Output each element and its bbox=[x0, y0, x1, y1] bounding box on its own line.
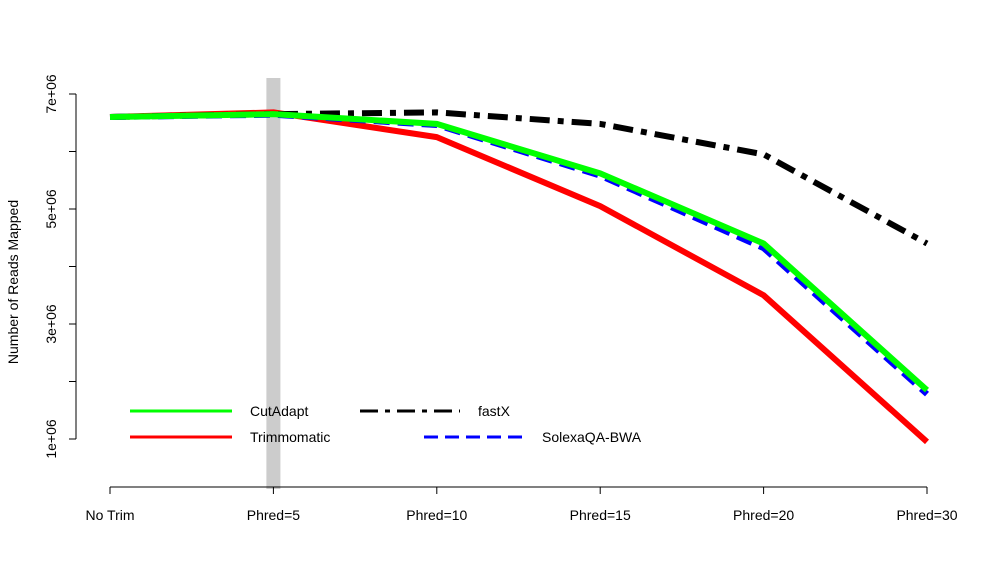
y-tick-label: 5e+06 bbox=[43, 189, 59, 229]
legend-label-cutadapt: CutAdapt bbox=[250, 403, 308, 419]
y-axis-title: Number of Reads Mapped bbox=[5, 200, 21, 364]
axes: No Trim Phred=5 Phred=10 Phred=15 Phred=20 Ph… bbox=[43, 74, 958, 523]
series-lines bbox=[109, 109, 930, 445]
x-tick-label: Phred=5 bbox=[247, 507, 301, 523]
y-tick-label: 1e+06 bbox=[43, 419, 59, 459]
series-line-cutadapt bbox=[109, 111, 930, 393]
series-line-fastx bbox=[109, 109, 929, 247]
x-tick-label: Phred=30 bbox=[896, 507, 957, 523]
series-line-solexaqa-bwa bbox=[109, 111, 929, 397]
legend-label-solexaqa-bwa: SolexaQA-BWA bbox=[542, 429, 642, 445]
y-tick-label: 3e+06 bbox=[43, 304, 59, 344]
legend: CutAdapt Trimmomatic fastX SolexaQA-BWA bbox=[130, 403, 642, 445]
legend-label-trimmomatic: Trimmomatic bbox=[250, 429, 330, 445]
legend-label-fastx: fastX bbox=[478, 403, 511, 419]
x-tick-label: No Trim bbox=[86, 507, 135, 523]
x-tick-label: Phred=15 bbox=[570, 507, 631, 523]
x-tick-label: Phred=20 bbox=[733, 507, 794, 523]
highlight-band bbox=[266, 78, 281, 489]
x-tick-label: Phred=10 bbox=[406, 507, 467, 523]
y-tick-label: 7e+06 bbox=[43, 74, 59, 114]
highlight-band-layer bbox=[266, 78, 281, 489]
